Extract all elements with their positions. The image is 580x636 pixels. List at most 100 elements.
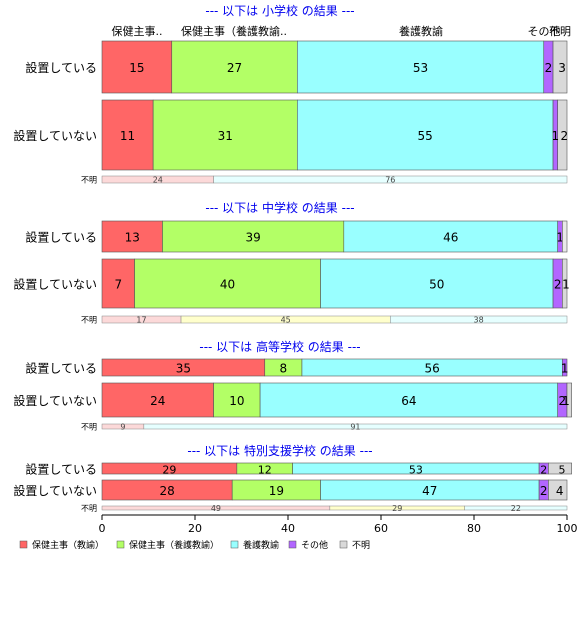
group-title: --- 以下は 中学校 の結果 ---: [205, 200, 354, 215]
data-label: 27: [227, 61, 242, 75]
bar-segment: [101, 382, 214, 418]
row-label: 設置していない: [13, 393, 97, 408]
data-label: 2: [559, 394, 567, 408]
legend-swatch: [19, 540, 28, 549]
row-label: 設置していない: [13, 277, 97, 292]
unknown-label: 不明: [81, 423, 97, 432]
x-tick-label: 20: [188, 522, 202, 535]
data-label: 46: [443, 231, 458, 245]
data-label: 1: [561, 362, 569, 376]
data-label: 1: [562, 278, 570, 292]
bar-segment: [259, 382, 559, 418]
row-label: 設置している: [25, 462, 97, 477]
top-category-label: 不明: [549, 25, 571, 38]
legend-label: 養護教諭: [243, 539, 279, 551]
legend-label: 保健主事（養護教諭）: [129, 539, 219, 551]
data-label: 13: [125, 231, 140, 245]
data-label: 53: [409, 464, 423, 477]
unknown-data-label: 49: [211, 504, 221, 513]
unknown-data-label: 38: [474, 316, 484, 325]
data-label: 47: [422, 484, 437, 498]
top-category-label: 保健主事（養護教諭..: [181, 24, 287, 38]
data-label: 2: [554, 278, 562, 292]
bar-segment: [320, 258, 554, 309]
x-tick-label: 100: [557, 522, 578, 535]
x-tick-label: 0: [99, 522, 106, 535]
unknown-data-label: 22: [511, 504, 521, 513]
data-label: 64: [401, 394, 416, 408]
bar-segment: [566, 382, 572, 418]
bar-segment: [562, 220, 568, 253]
data-label: 28: [159, 484, 174, 498]
unknown-segment: [143, 423, 568, 430]
data-label: 2: [540, 484, 548, 498]
bar-segment: [548, 479, 568, 501]
bar-segment: [101, 258, 135, 309]
unknown-data-label: 45: [281, 316, 291, 325]
data-label: 10: [229, 394, 244, 408]
legend-swatch: [339, 540, 348, 549]
unknown-label: 不明: [81, 504, 97, 513]
legend-label: その他: [301, 539, 328, 551]
bar-segment: [343, 220, 558, 253]
unknown-data-label: 24: [153, 176, 163, 185]
unknown-label: 不明: [81, 176, 97, 185]
unknown-data-label: 91: [350, 423, 360, 432]
bar-segment: [213, 382, 261, 418]
legend-swatch: [116, 540, 125, 549]
x-tick-label: 60: [374, 522, 388, 535]
bar-segment: [562, 258, 568, 309]
data-label: 11: [120, 129, 135, 143]
top-category-label: 保健主事..: [112, 24, 163, 38]
top-category-label: 養護教諭: [399, 24, 443, 38]
data-label: 1: [556, 231, 564, 245]
data-label: 5: [559, 464, 566, 477]
bar-segment: [171, 40, 298, 94]
bar-segment: [548, 462, 572, 475]
unknown-segment: [464, 505, 568, 511]
data-label: 29: [162, 464, 176, 477]
unknown-segment: [390, 315, 568, 324]
row-label: 設置している: [25, 230, 97, 245]
data-label: 19: [269, 484, 284, 498]
data-label: 4: [556, 484, 564, 498]
group-title: --- 以下は 高等学校 の結果 ---: [199, 339, 360, 354]
group-title: --- 以下は 小学校 の結果 ---: [205, 3, 354, 18]
bar-segment: [557, 99, 568, 171]
legend-swatch: [230, 540, 239, 549]
data-label: 24: [150, 394, 165, 408]
row-label: 設置している: [25, 361, 97, 376]
legend-label: 不明: [352, 540, 370, 551]
bar-segment: [101, 220, 163, 253]
data-label: 55: [418, 129, 433, 143]
unknown-data-label: 76: [385, 176, 395, 185]
bar-segment: [552, 40, 568, 94]
data-label: 40: [220, 278, 235, 292]
data-label: 53: [413, 61, 428, 75]
data-label: 2: [545, 61, 553, 75]
bar-segment: [296, 99, 554, 171]
data-label: 39: [245, 231, 260, 245]
data-label: 2: [561, 129, 569, 143]
bar-segment: [134, 258, 321, 309]
data-label: 1: [562, 394, 570, 408]
data-label: 2: [540, 464, 547, 477]
data-label: 50: [429, 278, 444, 292]
x-tick-label: 40: [281, 522, 295, 535]
row-label: 設置している: [25, 60, 97, 75]
group-title: --- 以下は 特別支援学校 の結果 ---: [187, 443, 372, 458]
data-label: 35: [176, 362, 191, 376]
data-label: 15: [129, 61, 144, 75]
data-label: 31: [218, 129, 233, 143]
legend-swatch: [288, 540, 297, 549]
unknown-data-label: 17: [136, 316, 146, 325]
data-label: 7: [114, 278, 122, 292]
unknown-data-label: 9: [120, 423, 125, 432]
data-label: 56: [425, 362, 440, 376]
unknown-segment: [213, 175, 568, 184]
bar-segment: [152, 99, 298, 171]
legend-label: 保健主事（教諭）: [32, 539, 104, 551]
data-label: 3: [558, 61, 566, 75]
data-label: 1: [552, 129, 560, 143]
